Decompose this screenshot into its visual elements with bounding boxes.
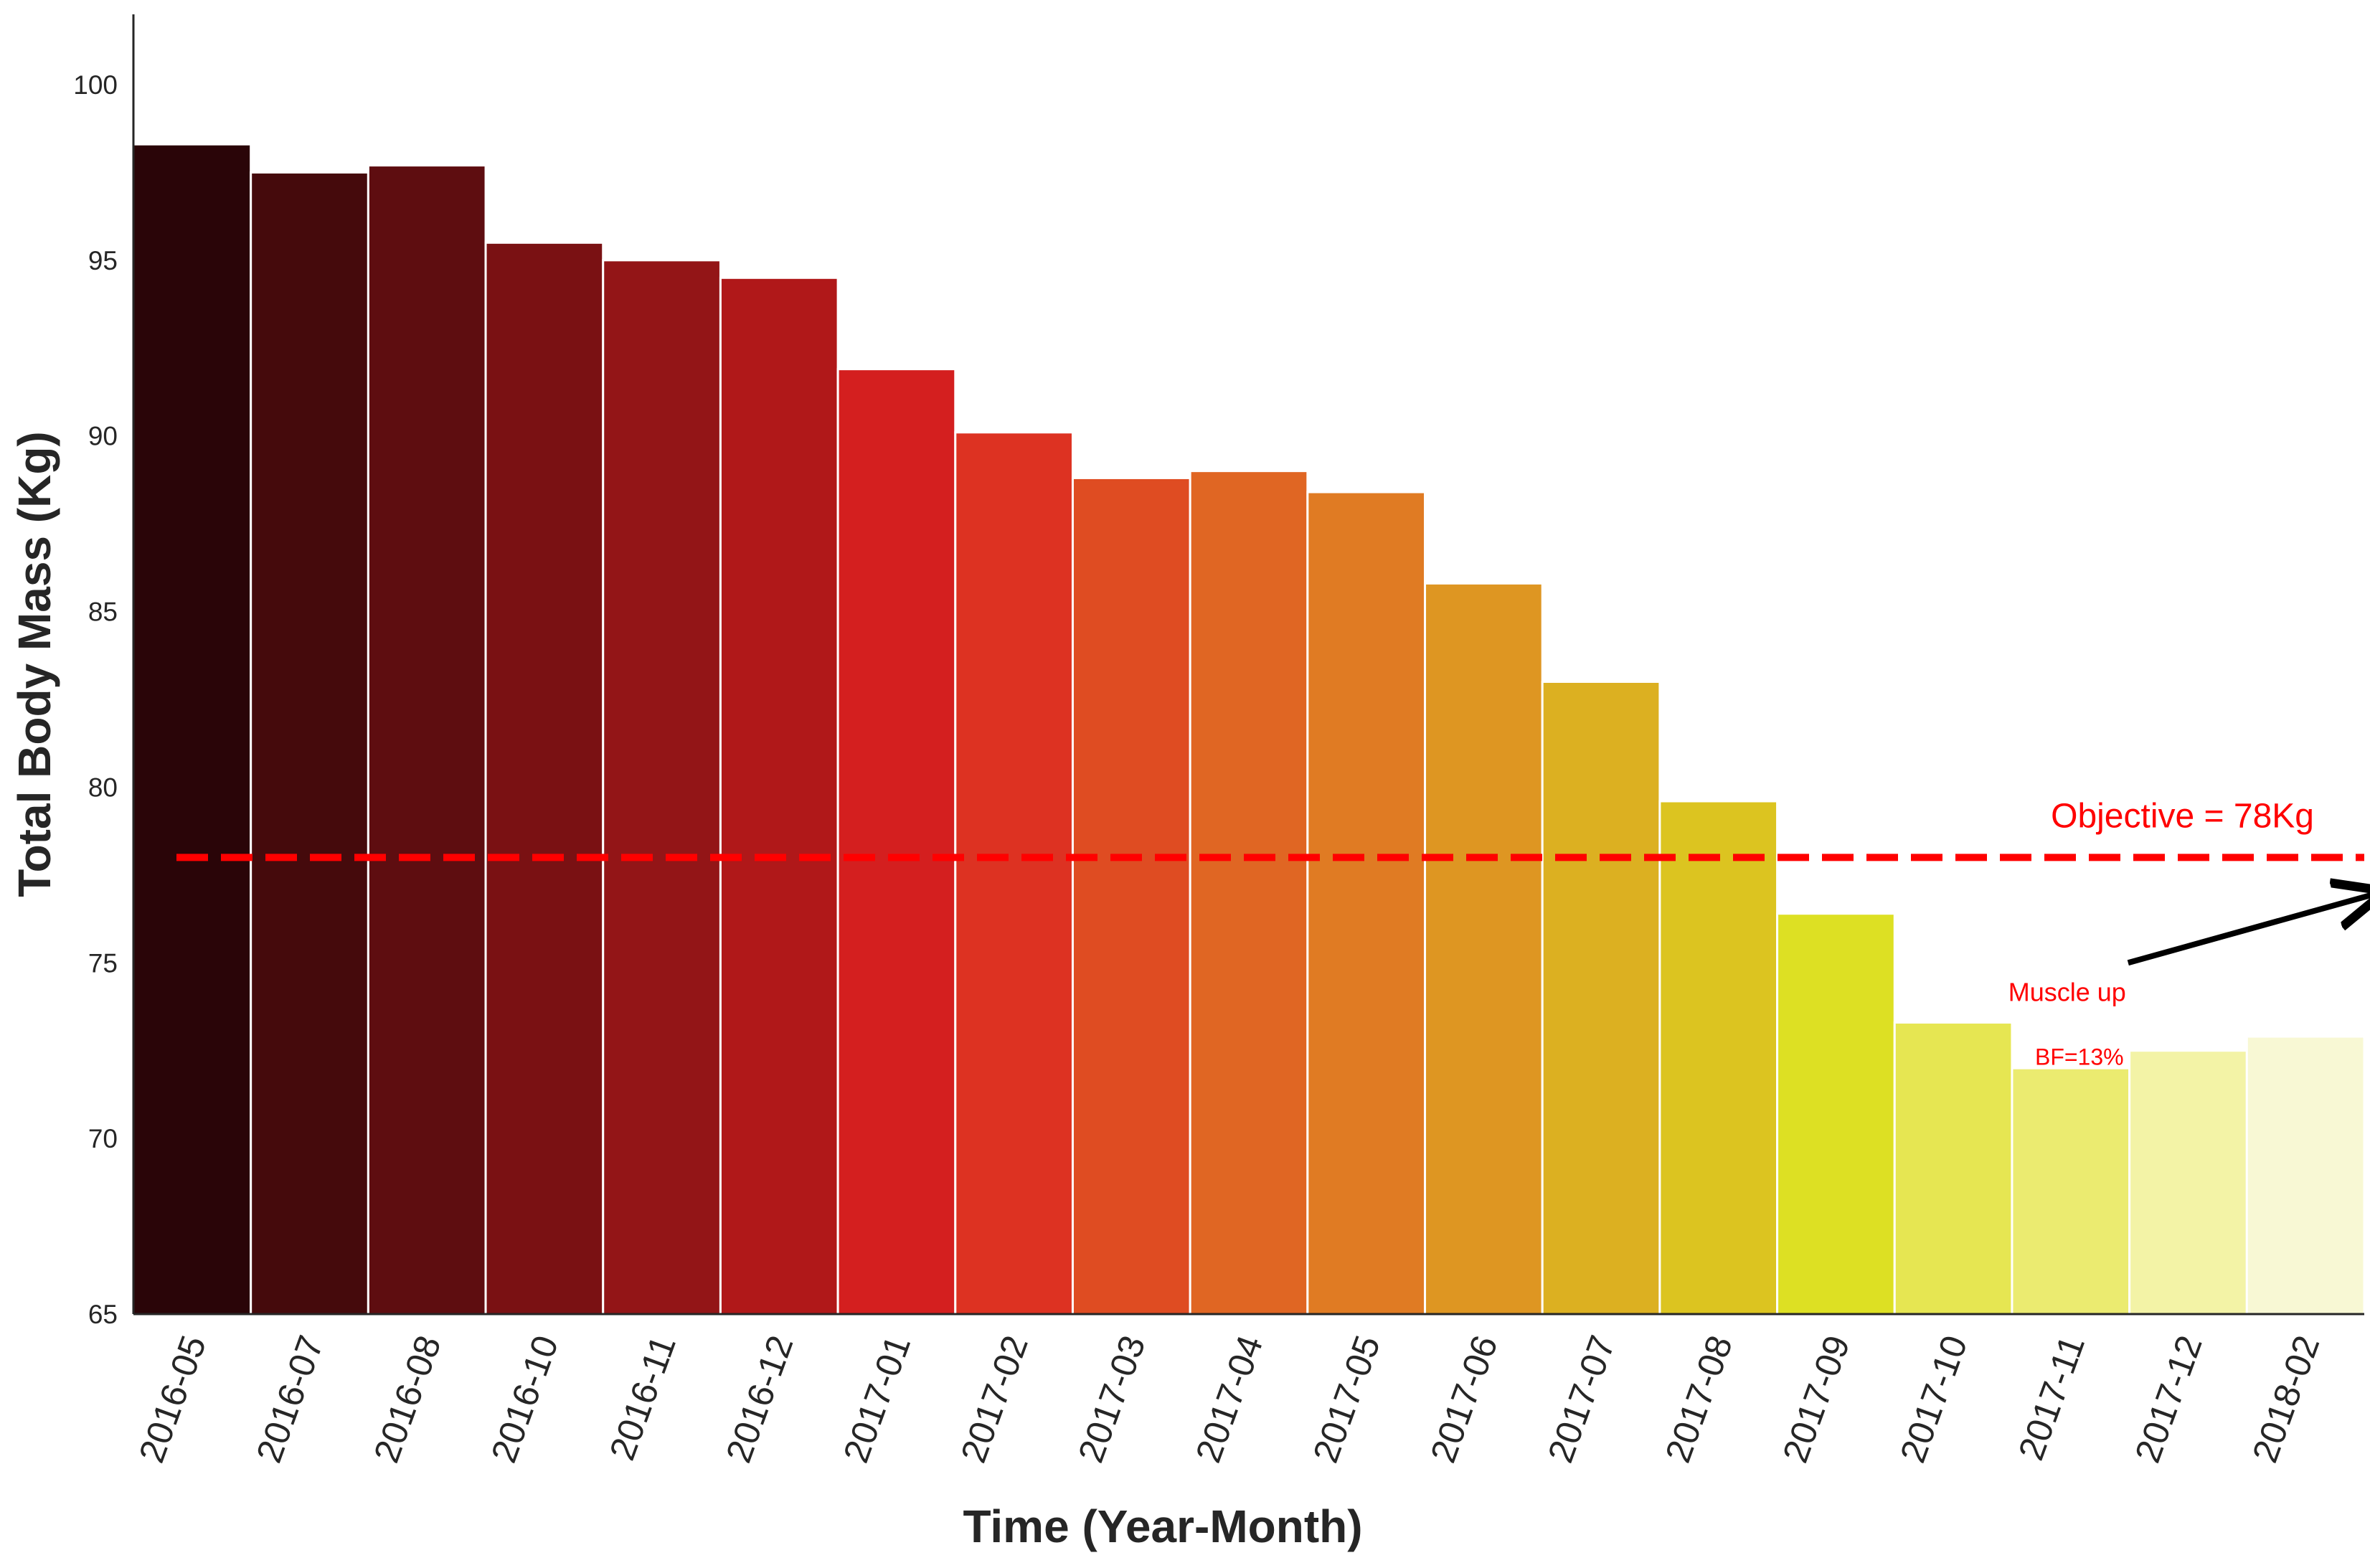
bar-2016-05 xyxy=(132,143,252,1316)
bar-2017-06 xyxy=(1424,582,1544,1316)
bar-2017-10 xyxy=(1893,1021,2013,1316)
bar-2016-08 xyxy=(367,164,487,1316)
y-tick-label: 70 xyxy=(88,1124,118,1153)
x-tick-label: 2016-07 xyxy=(248,1331,331,1468)
y-tick-label: 100 xyxy=(73,70,118,100)
x-axis-title: Time (Year-Month) xyxy=(963,1501,1362,1552)
x-tick-label: 2017-10 xyxy=(1892,1331,1975,1468)
bar-2017-04 xyxy=(1189,470,1309,1316)
bar-2016-10 xyxy=(484,241,605,1316)
bar-2017-12 xyxy=(2128,1049,2248,1316)
bar-2017-01 xyxy=(836,368,957,1316)
bar-2016-12 xyxy=(719,276,839,1316)
x-tick-labels: 2016-05 2016-07 2016-08 2016-10 2016-11 2016-… xyxy=(131,1331,2328,1468)
body-fat-annotation: BF=13% xyxy=(2035,1044,2124,1069)
x-tick-label: 2016-12 xyxy=(718,1331,801,1468)
x-tick-label: 2017-07 xyxy=(1540,1331,1623,1468)
bar-2017-02 xyxy=(954,431,1074,1316)
y-tick-label: 75 xyxy=(88,948,118,978)
bar-2016-07 xyxy=(250,171,369,1316)
y-tick-label: 85 xyxy=(88,598,118,627)
axes xyxy=(132,14,2364,1316)
bar-2017-11 xyxy=(2011,1067,2131,1316)
x-tick-label: 2017-02 xyxy=(953,1331,1036,1468)
muscle-up-annotation: Muscle up xyxy=(2008,977,2126,1006)
x-tick-label: 2017-06 xyxy=(1422,1331,1505,1468)
x-tick-label: 2016-05 xyxy=(131,1331,214,1468)
objective-group: Objective = 78Kg xyxy=(176,797,2364,861)
x-tick-label: 2017-09 xyxy=(1775,1331,1857,1468)
bar-2017-07 xyxy=(1541,680,1661,1316)
x-tick-label: 2017-05 xyxy=(1306,1331,1388,1468)
objective-label: Objective = 78Kg xyxy=(2051,797,2314,835)
y-tick-label: 90 xyxy=(88,422,118,451)
y-tick-label: 95 xyxy=(88,246,118,275)
x-tick-label: 2017-01 xyxy=(836,1331,918,1468)
x-tick-label: 2017-04 xyxy=(1188,1331,1270,1468)
x-tick-label: 2017-11 xyxy=(2011,1331,2092,1465)
bar-2018-02 xyxy=(2245,1035,2366,1316)
y-tick-label: 65 xyxy=(88,1300,118,1329)
x-tick-label: 2016-11 xyxy=(602,1331,684,1465)
y-axis-title: Total Body Mass (Kg) xyxy=(9,431,60,897)
x-tick-label: 2017-08 xyxy=(1658,1331,1740,1468)
muscle-up-arrow xyxy=(2127,892,2370,966)
x-tick-label: 2017-12 xyxy=(2127,1331,2209,1468)
bar-2017-09 xyxy=(1776,912,1896,1316)
x-tick-label: 2018-02 xyxy=(2244,1331,2327,1468)
x-tick-label: 2017-03 xyxy=(1070,1331,1153,1468)
y-tick-labels: 65 70 75 80 85 90 95 100 xyxy=(73,70,118,1329)
annotations: Muscle up BF=13% xyxy=(2008,892,2370,1069)
bar-2016-11 xyxy=(602,259,722,1316)
x-tick-label: 2016-08 xyxy=(366,1331,448,1468)
y-tick-label: 80 xyxy=(88,773,118,802)
bars xyxy=(132,143,2366,1316)
x-tick-label: 2016-10 xyxy=(483,1331,566,1468)
bar-2017-08 xyxy=(1658,800,1779,1316)
bar-2017-03 xyxy=(1071,476,1191,1316)
bar-2017-05 xyxy=(1306,491,1427,1316)
